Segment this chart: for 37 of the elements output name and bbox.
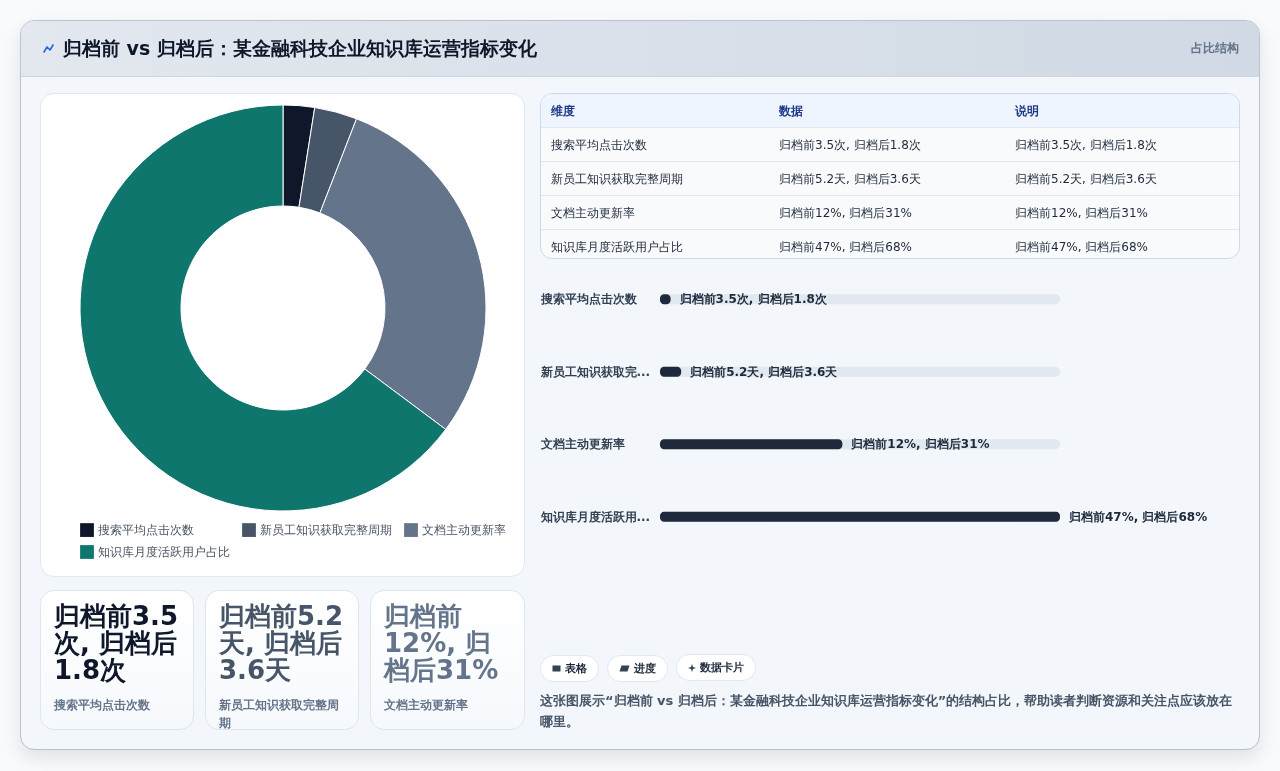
text: 归档前12%, 归档后31% bbox=[779, 205, 912, 222]
text: 归档前3.5次, 归档后1.8次 bbox=[54, 601, 180, 685]
data-label: 归档前5.2天, 归档后3.6天 bbox=[689, 364, 839, 379]
text: 表格 bbox=[565, 660, 587, 676]
text: 归档前5.2天, 归档后3.6天 bbox=[1015, 171, 1157, 188]
text: 归档前5.2天, 归档后3.6天 bbox=[219, 601, 345, 685]
y-tick-label: 文档主动更新率 bbox=[539, 437, 625, 452]
text: 归档前12%, 归档后31% bbox=[384, 601, 500, 685]
text: 文档主动更新率 bbox=[384, 697, 469, 714]
text: 新员工知识获取完整周期 bbox=[551, 171, 683, 188]
y-tick-label: 新员工知识获取完... bbox=[539, 364, 651, 379]
text: 数据卡片 bbox=[700, 660, 744, 675]
legend-label: 搜索平均点击次数 bbox=[98, 523, 194, 538]
data-label: 归档前47%, 归档后68% bbox=[1068, 509, 1208, 524]
text: 归档前47%, 归档后68% bbox=[779, 239, 912, 256]
text: 新员工知识获取完整周期 bbox=[219, 697, 340, 732]
text: 数据 bbox=[779, 103, 803, 120]
text: 这张图展示“归档前 vs 归档后：某金融科技企业知识库运营指标变化”的结构占比，帮助读者判断资源和关注点应该放在哪里。 bbox=[540, 692, 1234, 731]
text: 归档前3.5次, 归档后1.8次 bbox=[779, 137, 921, 154]
text: 维度 bbox=[551, 103, 575, 120]
y-tick-label: 知识库月度活跃用... bbox=[539, 509, 651, 524]
text: 归档前12%, 归档后31% bbox=[1015, 205, 1148, 222]
text: 说明 bbox=[1015, 103, 1039, 120]
text: 占比结构 bbox=[1191, 40, 1239, 57]
legend-label: 知识库月度活跃用户占比 bbox=[98, 545, 230, 559]
text: 归档前 vs 归档后：某金融科技企业知识库运营指标变化 bbox=[63, 36, 537, 61]
data-label: 归档前12%, 归档后31% bbox=[850, 437, 990, 452]
text: 进度 bbox=[634, 660, 656, 676]
y-tick-label: 搜索平均点击次数 bbox=[539, 292, 638, 307]
text: 归档前47%, 归档后68% bbox=[1015, 239, 1148, 256]
text: 搜索平均点击次数 bbox=[54, 697, 151, 714]
legend-label: 文档主动更新率 bbox=[422, 523, 506, 538]
text: 归档前3.5次, 归档后1.8次 bbox=[1015, 137, 1157, 154]
text: 归档前5.2天, 归档后3.6天 bbox=[779, 171, 921, 188]
data-label: 归档前3.5次, 归档后1.8次 bbox=[678, 292, 828, 307]
legend-label: 新员工知识获取完整周期 bbox=[260, 523, 392, 538]
text: 知识库月度活跃用户占比 bbox=[551, 239, 683, 256]
